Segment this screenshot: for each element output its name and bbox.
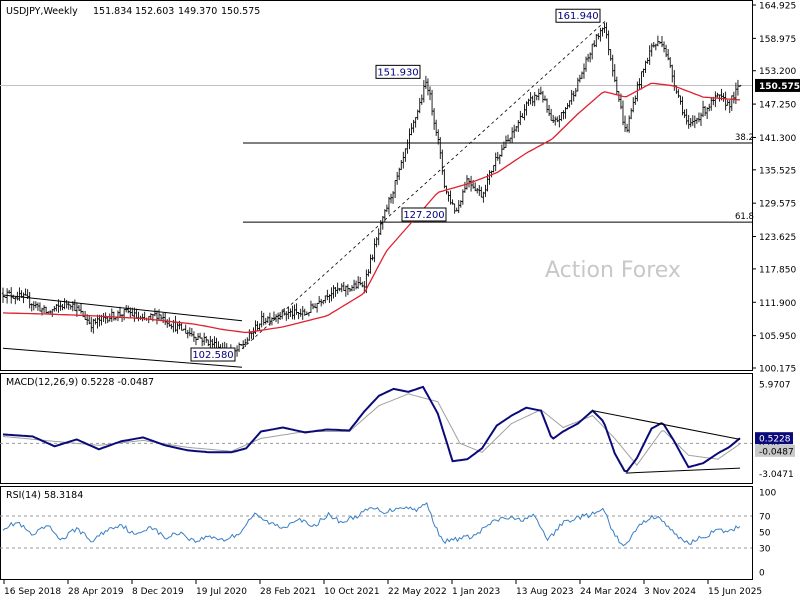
reference-lines: 38.2 61.8 <box>0 21 754 549</box>
price-annotation-label: 161.940 <box>557 11 598 22</box>
price-axis-label: 158.975 <box>759 35 796 45</box>
x-axis-label: 1 Jan 2023 <box>452 587 500 597</box>
channel-lower-line <box>2 347 243 368</box>
x-axis-label: 15 Jun 2025 <box>708 587 762 597</box>
rsi-series <box>2 502 741 547</box>
price-panel-close: 150.575 <box>221 6 260 17</box>
x-axis-label: 19 Jul 2020 <box>196 587 247 597</box>
fib-level-label: 61.8 <box>735 212 754 222</box>
macd-panel-title: MACD(12,26,9) 0.5228 -0.0487 <box>6 377 154 388</box>
x-axis-label: 24 Mar 2024 <box>580 587 637 597</box>
price-panel-low: 149.370 <box>178 6 217 17</box>
x-axis-label: 22 May 2022 <box>388 587 447 597</box>
macd-signal-tag-label: -0.0487 <box>759 447 794 457</box>
price-axis-label: 141.300 <box>759 134 796 144</box>
price-annotation-box <box>555 8 601 23</box>
price-series <box>1 22 742 357</box>
x-axis-label: 28 Feb 2021 <box>260 587 316 597</box>
macd-line <box>2 385 741 473</box>
price-annotation-label: 102.580 <box>192 350 233 361</box>
rsi-axis-label: 30 <box>759 545 771 555</box>
price-axis-label: 129.575 <box>759 200 796 210</box>
x-axis-label: 10 Oct 2021 <box>324 587 380 597</box>
price-axis-label: 100.175 <box>759 365 796 375</box>
rsi-panel[interactable] <box>0 486 753 580</box>
price-annotation-label: 151.930 <box>377 67 418 78</box>
moving-average-series <box>2 82 741 334</box>
moving-average-line <box>2 82 741 334</box>
macd-trendline <box>592 410 741 440</box>
price-axis-label: 123.625 <box>759 233 796 243</box>
macd-value-tag <box>755 432 793 445</box>
price-annotation-box <box>375 64 421 79</box>
macd-series <box>2 385 741 474</box>
price-panel-high: 152.603 <box>135 6 174 17</box>
rsi-axis-label: 100 <box>759 489 776 499</box>
price-axis-label: 105.950 <box>759 332 796 342</box>
rsi-axis-label: 70 <box>759 513 771 523</box>
current-price-tag-label: 150.575 <box>759 82 800 92</box>
x-axis-label: 16 Sep 2018 <box>4 587 61 597</box>
current-price-tag <box>755 78 800 92</box>
price-panel-open: 151.834 <box>93 6 132 17</box>
rsi-panel-title: RSI(14) 58.3184 <box>6 490 83 501</box>
rsi-axis-label: 50 <box>759 529 771 539</box>
macd-axis-label: -3.0471 <box>759 470 794 480</box>
price-axis-label: 117.850 <box>759 265 796 275</box>
x-axis-label: 28 Apr 2019 <box>68 587 124 597</box>
macd-value-tag-label: 0.5228 <box>759 435 791 445</box>
macd-axis-label: 5.9707 <box>759 381 791 391</box>
macd-signal-tag <box>755 444 795 457</box>
price-axis-label: 147.250 <box>759 101 796 111</box>
price-axis-label: 153.200 <box>759 67 796 77</box>
price-panel-symbol: USDJPY,Weekly <box>6 6 78 17</box>
rsi-line <box>2 502 741 547</box>
macd-signal-line <box>2 393 741 467</box>
price-annotation-label: 127.200 <box>403 210 444 221</box>
axis-labels: 164.925 158.975 153.200 147.250 141.300 135.5… <box>3 2 800 597</box>
macd-trendline <box>625 467 741 474</box>
x-axis-label: 13 Aug 2023 <box>516 587 574 597</box>
x-axis-label: 3 Nov 2024 <box>644 587 696 597</box>
price-annotation-box <box>401 207 447 222</box>
x-axis-label: 8 Dec 2019 <box>132 587 184 597</box>
price-axis-label: 111.900 <box>759 299 796 309</box>
fib-level-label: 38.2 <box>735 133 754 143</box>
price-axis-label: 135.525 <box>759 166 796 176</box>
price-panel[interactable] <box>0 0 753 371</box>
channel-upper-line <box>2 294 243 322</box>
price-annotations: 161.940 151.930 127.200 102.580 <box>190 8 601 362</box>
price-annotation-box <box>190 347 236 362</box>
rsi-axis-label: 0 <box>759 569 765 579</box>
watermark: Action Forex <box>545 258 681 283</box>
macd-panel[interactable] <box>0 373 753 484</box>
price-axis-label: 164.925 <box>759 2 796 12</box>
